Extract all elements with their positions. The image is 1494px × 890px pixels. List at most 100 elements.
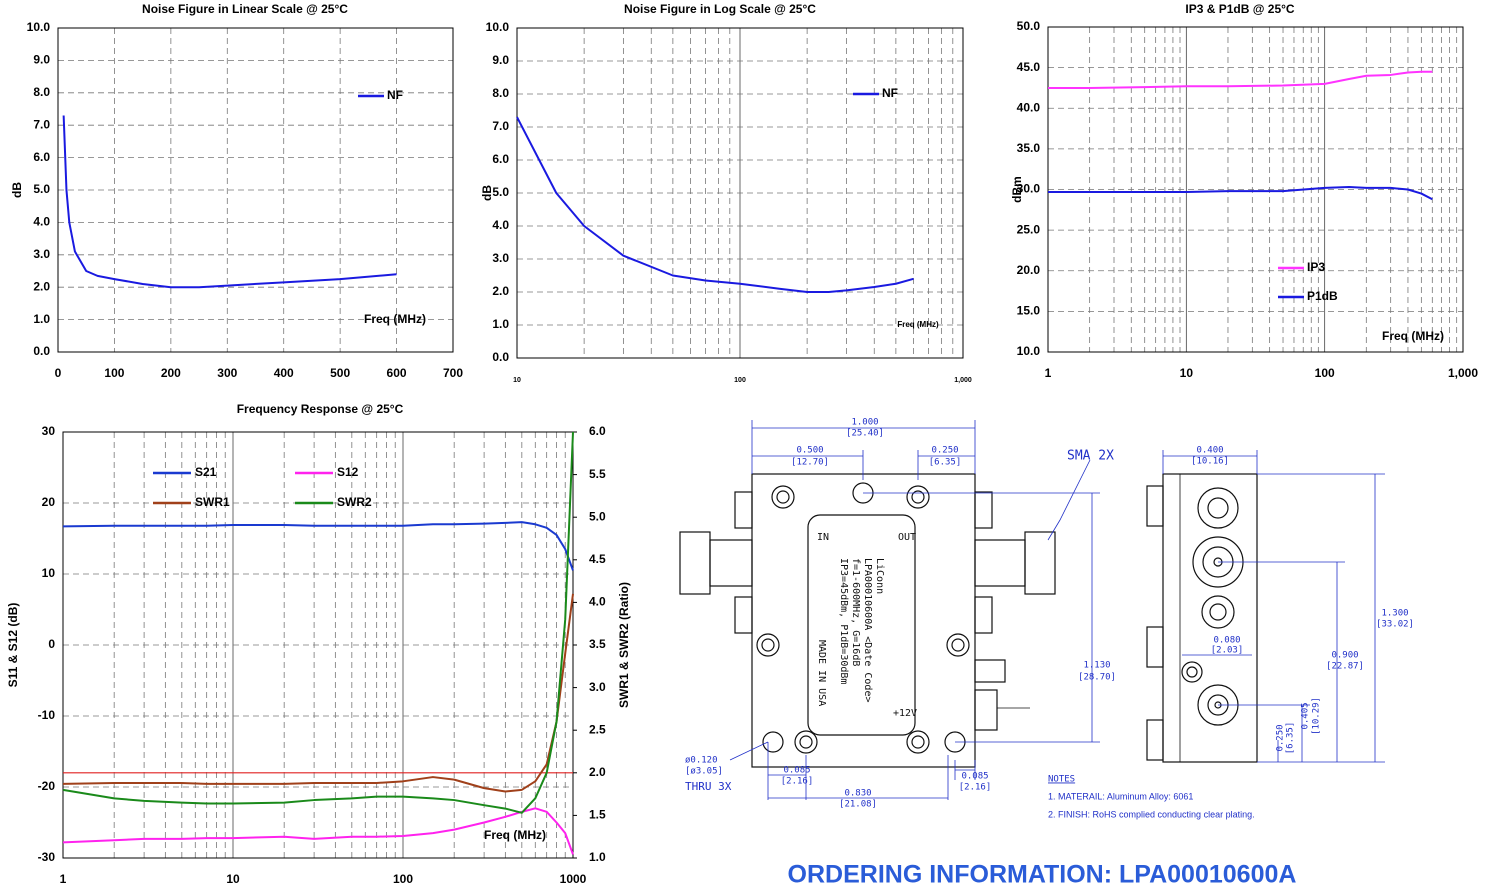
- y-tick-label: 9.0: [492, 53, 509, 67]
- dimension: 0.900: [1331, 651, 1358, 661]
- y2-tick-label: 6.0: [589, 424, 606, 438]
- x-tick-label: 1: [1045, 366, 1052, 380]
- series-line: [62, 593, 574, 793]
- x-tick-label: 100: [734, 377, 746, 384]
- x-tick-label: 100: [104, 366, 124, 380]
- y-tick-label: 4.0: [33, 215, 50, 229]
- x-tick-label: 10: [1180, 366, 1194, 380]
- x-tick-label: 100: [1315, 366, 1335, 380]
- dimension: [2.03]: [1211, 646, 1244, 656]
- y-tick-label: 40.0: [1017, 100, 1041, 114]
- label-plate: [807, 514, 916, 736]
- dimension: 0.085: [783, 766, 810, 776]
- dimension: [12.70]: [791, 458, 829, 468]
- supply-label: +12V: [893, 708, 917, 719]
- plot-border: [1047, 26, 1464, 353]
- y-tick-label: 10.0: [27, 20, 51, 34]
- body-text: IP3=45dBm, P1dB=30dBm: [838, 558, 849, 684]
- y-tick-label: 30: [42, 424, 56, 438]
- y-tick-label: 8.0: [33, 85, 50, 99]
- x-tick-label: 1000: [560, 872, 587, 886]
- x-tick-label: 100: [393, 872, 413, 886]
- x-axis-label: Freq (MHz): [1382, 329, 1444, 343]
- y-tick-label: 50.0: [1017, 19, 1041, 33]
- dimension: 0.085: [961, 772, 988, 782]
- x-axis-label: Freq (MHz): [897, 320, 939, 329]
- x-tick-label: 0: [55, 366, 62, 380]
- y-tick-label: 10.0: [1017, 344, 1041, 358]
- y-tick-label: 5.0: [33, 182, 50, 196]
- y2-axis-label: SWR1 & SWR2 (Ratio): [617, 582, 631, 708]
- y-tick-label: 20.0: [1017, 263, 1041, 277]
- y-tick-label: 0.0: [492, 350, 509, 364]
- y-tick-label: 5.0: [492, 185, 509, 199]
- y-axis-label: dB: [10, 182, 24, 198]
- dimension: [28.70]: [1078, 673, 1116, 683]
- chart-title: Noise Figure in Log Scale @ 25°C: [624, 2, 816, 16]
- screws: [679, 482, 1056, 754]
- x-tick-label: 700: [443, 366, 463, 380]
- y-tick-label: 8.0: [492, 86, 509, 100]
- series-line: [62, 521, 574, 571]
- legend-label: S12: [337, 465, 359, 479]
- y-axis-label: dB: [480, 185, 494, 201]
- dimension: 0.405: [1301, 702, 1311, 729]
- y-tick-label: -10: [38, 708, 56, 722]
- plot-border: [62, 431, 574, 859]
- x-tick-label: 200: [161, 366, 181, 380]
- series-line: [62, 115, 397, 289]
- y-tick-label: 6.0: [492, 152, 509, 166]
- y-tick-label: 9.0: [33, 53, 50, 67]
- dimension: [6.35]: [1286, 722, 1296, 755]
- plot-border: [57, 27, 454, 353]
- y-tick-label: 7.0: [33, 117, 50, 131]
- y-tick-label: 0: [48, 637, 55, 651]
- y-tick-label: 10: [42, 566, 56, 580]
- legend-label: P1dB: [1307, 289, 1338, 303]
- dimension: 0.250: [931, 446, 958, 456]
- x-tick-label: 1,000: [1448, 366, 1478, 380]
- x-tick-label: 10: [513, 377, 521, 384]
- side-view: [1162, 473, 1258, 763]
- dimension: [2.16]: [781, 777, 814, 787]
- series-line: [1048, 70, 1433, 89]
- body-text: MADE IN USA: [816, 640, 827, 706]
- hole-callout: ø0.120: [685, 756, 718, 766]
- dimension-lines: [729, 420, 1385, 800]
- dimension: [10.29]: [1312, 697, 1322, 735]
- x-tick-label: 10: [226, 872, 240, 886]
- y-tick-label: 25.0: [1017, 222, 1041, 236]
- y-tick-label: -20: [38, 779, 56, 793]
- body-text: LiConn: [874, 558, 885, 594]
- dimension: 0.250: [1276, 724, 1286, 751]
- dimension: 1.130: [1083, 661, 1110, 671]
- series-line: [516, 116, 914, 293]
- dimension: [2.16]: [959, 783, 992, 793]
- note: 2. FINISH: RoHS complied conducting clea…: [1048, 809, 1255, 819]
- x-tick-label: 1: [60, 872, 67, 886]
- y-tick-label: 35.0: [1017, 141, 1041, 155]
- y-tick-label: 2.0: [492, 284, 509, 298]
- port-label: IN: [817, 532, 829, 543]
- y2-tick-label: 1.0: [589, 850, 606, 864]
- dimension: [22.87]: [1326, 662, 1364, 672]
- y-tick-label: 2.0: [33, 279, 50, 293]
- y2-tick-label: 2.0: [589, 765, 606, 779]
- y-tick-label: 30.0: [1017, 182, 1041, 196]
- y-tick-label: 3.0: [492, 251, 509, 265]
- hole-callout: [ø3.05]: [685, 767, 723, 777]
- legend-label: S21: [195, 465, 217, 479]
- chart-title: Noise Figure in Linear Scale @ 25°C: [142, 2, 348, 16]
- y-tick-label: 15.0: [1017, 304, 1041, 318]
- hole-callout: THRU 3X: [685, 780, 732, 793]
- x-tick-label: 400: [274, 366, 294, 380]
- legend-label: SWR1: [195, 495, 230, 509]
- y-axis-label: dBm: [1010, 176, 1024, 203]
- x-axis-label: Freq (MHz): [484, 828, 546, 842]
- dimension: 1.000: [851, 418, 878, 428]
- series-line: [62, 807, 574, 855]
- legend-label: NF: [882, 86, 898, 100]
- y-tick-label: 4.0: [492, 218, 509, 232]
- y-tick-label: 0.0: [33, 344, 50, 358]
